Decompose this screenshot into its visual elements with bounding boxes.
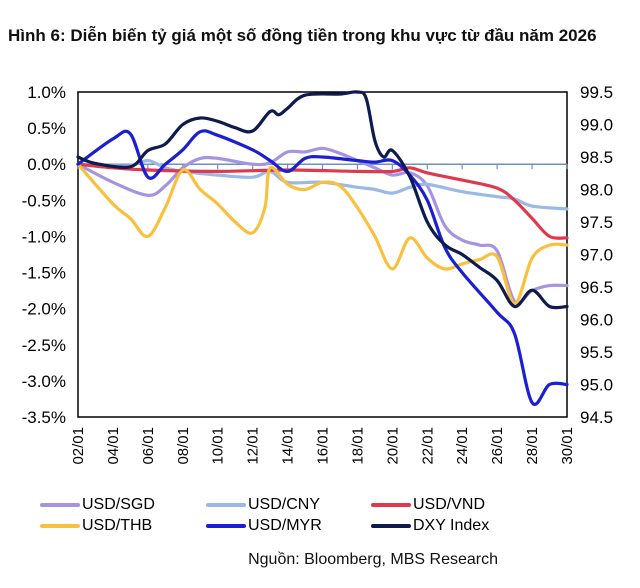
left-y-tick-label: 1.0% <box>27 83 66 102</box>
legend-label: USD/THB <box>82 517 153 534</box>
plot-area <box>77 91 568 418</box>
legend-item-usd-cny: USD/CNY <box>206 496 320 514</box>
legend-swatch <box>40 503 80 507</box>
legend-swatch <box>371 503 411 507</box>
source-note: Nguồn: Bloomberg, MBS Research <box>248 551 498 568</box>
right-y-tick-label: 95.5 <box>580 343 613 362</box>
legend-swatch <box>371 524 411 528</box>
zero-line <box>77 163 568 170</box>
right-y-tick-label: 98.0 <box>580 181 613 200</box>
plot-border <box>77 91 568 418</box>
right-y-tick-label: 99.5 <box>580 83 613 102</box>
x-tick-label: 06/01 <box>140 427 157 465</box>
left-y-tick-label: -1.0% <box>22 227 66 246</box>
x-tick-label: 24/01 <box>454 427 471 465</box>
series-lines <box>76 90 569 406</box>
left-y-axis: 1.0% 0.5% 0.0% -0.5% -1.0% -1.5% -2.0% -2.5% -3.… <box>22 83 66 427</box>
right-y-tick-label: 96.0 <box>580 311 613 330</box>
x-tick-label: 16/01 <box>315 427 332 465</box>
legend-item-usd-thb: USD/THB <box>40 517 152 535</box>
legend-label: DXY Index <box>413 517 490 534</box>
x-tick-label: 20/01 <box>384 427 401 465</box>
right-y-tick-label: 96.5 <box>580 278 613 297</box>
figure-label: Hình 6: <box>8 26 66 45</box>
x-tick-label: 10/01 <box>210 427 227 465</box>
right-y-axis: 99.5 99.0 98.5 98.0 97.5 97.0 96.5 96.0 95.5 95.0… <box>580 83 613 427</box>
right-y-tick-label: 95.0 <box>580 376 613 395</box>
x-tick-label: 28/01 <box>524 427 541 465</box>
right-y-tick-label: 97.5 <box>580 213 613 232</box>
figure-title-text: Diễn biến tỷ giá một số đồng tiền trong … <box>70 26 597 45</box>
x-tick-label: 04/01 <box>105 427 122 465</box>
left-y-tick-label: -3.0% <box>22 372 66 391</box>
legend-swatch <box>40 524 80 528</box>
legend-label: USD/SGD <box>82 496 155 513</box>
legend-label: USD/VND <box>413 496 486 513</box>
x-tick-label: 14/01 <box>280 427 297 465</box>
series-line-usd-sgd <box>76 146 569 305</box>
x-tick-label: 02/01 <box>70 427 87 465</box>
legend-swatch <box>206 524 246 528</box>
left-y-tick-label: -3.5% <box>22 408 66 427</box>
legend-item-dxy-index: DXY Index <box>371 517 489 535</box>
legend-item-usd-sgd: USD/SGD <box>40 496 155 514</box>
series-line-usd-myr <box>76 129 569 406</box>
right-y-tick-label: 97.0 <box>580 246 613 265</box>
legend-item-usd-vnd: USD/VND <box>371 496 485 514</box>
legend-label: USD/CNY <box>248 496 321 513</box>
series-line-usd-thb <box>76 162 569 306</box>
left-y-tick-label: -1.5% <box>22 264 66 283</box>
series-line-dxy-index <box>76 90 569 310</box>
left-y-tick-label: -2.0% <box>22 300 66 319</box>
left-y-tick-label: -0.5% <box>22 191 66 210</box>
x-tick-label: 08/01 <box>175 427 192 465</box>
x-axis: 02/01 04/01 06/01 08/01 10/01 12/01 14/01 16/01… <box>70 427 576 465</box>
left-y-tick-label: -2.5% <box>22 336 66 355</box>
x-tick-label: 30/01 <box>559 427 576 465</box>
left-y-tick-label: 0.5% <box>27 119 66 138</box>
right-y-tick-label: 99.0 <box>580 116 613 135</box>
x-tick-label: 26/01 <box>489 427 506 465</box>
chart-title: Hình 6: Diễn biến tỷ giá một số đồng tiề… <box>8 26 628 45</box>
left-y-tick-label: 0.0% <box>27 155 66 174</box>
x-tick-label: 12/01 <box>245 427 262 465</box>
x-tick-label: 22/01 <box>419 427 436 465</box>
x-tick-label: 18/01 <box>349 427 366 465</box>
legend-label: USD/MYR <box>248 517 322 534</box>
legend-item-usd-myr: USD/MYR <box>206 517 322 535</box>
right-y-tick-label: 94.5 <box>580 408 613 427</box>
series-line-usd-vnd <box>76 162 569 240</box>
right-y-tick-label: 98.5 <box>580 148 613 167</box>
legend-swatch <box>206 503 246 507</box>
